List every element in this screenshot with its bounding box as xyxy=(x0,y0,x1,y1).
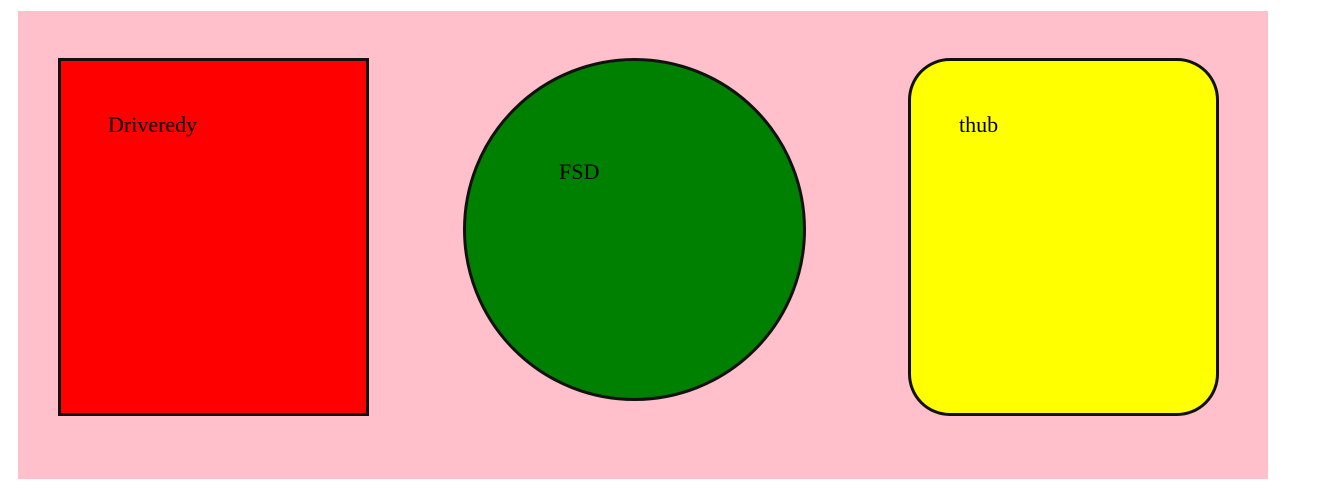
green-circle-box: FSD xyxy=(463,58,806,401)
yellow-rounded-box: thub xyxy=(908,58,1219,416)
red-rectangle-box: Driveredy xyxy=(58,58,369,416)
rounded-box-label: thub xyxy=(959,112,999,137)
shapes-canvas: Driveredy FSD thub xyxy=(18,11,1268,479)
rectangle-label: Driveredy xyxy=(108,112,198,137)
circle-label: FSD xyxy=(559,159,600,184)
